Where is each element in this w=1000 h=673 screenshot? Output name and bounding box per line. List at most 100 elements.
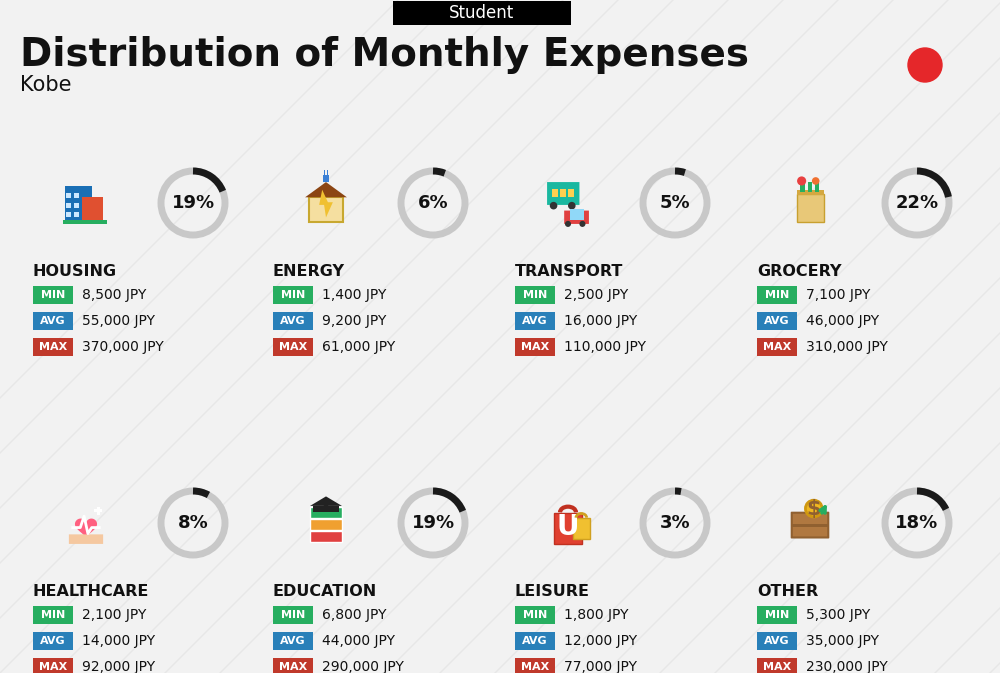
Text: U: U [557, 513, 579, 541]
Text: MAX: MAX [521, 662, 549, 672]
Text: TRANSPORT: TRANSPORT [515, 264, 623, 279]
Text: 61,000 JPY: 61,000 JPY [322, 340, 395, 354]
FancyBboxPatch shape [63, 221, 107, 224]
FancyBboxPatch shape [310, 532, 342, 542]
Text: MIN: MIN [765, 610, 789, 620]
Text: AVG: AVG [280, 316, 306, 326]
FancyBboxPatch shape [797, 194, 824, 222]
Text: 2,100 JPY: 2,100 JPY [82, 608, 146, 622]
Text: 92,000 JPY: 92,000 JPY [82, 660, 155, 673]
Text: $: $ [807, 499, 821, 519]
Circle shape [568, 202, 576, 209]
Text: MIN: MIN [765, 290, 789, 300]
FancyBboxPatch shape [273, 286, 313, 304]
FancyBboxPatch shape [323, 174, 329, 182]
Text: 370,000 JPY: 370,000 JPY [82, 340, 164, 354]
Text: MIN: MIN [41, 610, 65, 620]
Text: 12,000 JPY: 12,000 JPY [564, 634, 637, 648]
Text: MIN: MIN [523, 290, 547, 300]
Text: 230,000 JPY: 230,000 JPY [806, 660, 888, 673]
Text: MIN: MIN [281, 290, 305, 300]
Text: AVG: AVG [280, 636, 306, 646]
FancyBboxPatch shape [66, 203, 71, 207]
FancyBboxPatch shape [547, 182, 579, 205]
Text: Distribution of Monthly Expenses: Distribution of Monthly Expenses [20, 36, 749, 74]
FancyBboxPatch shape [554, 513, 582, 544]
FancyBboxPatch shape [800, 182, 805, 192]
Text: MAX: MAX [279, 342, 307, 352]
Text: MAX: MAX [763, 662, 791, 672]
Text: 5%: 5% [660, 194, 690, 212]
FancyBboxPatch shape [309, 197, 343, 222]
FancyBboxPatch shape [273, 338, 313, 356]
Circle shape [324, 503, 328, 508]
FancyBboxPatch shape [570, 209, 584, 220]
Circle shape [812, 177, 820, 185]
Text: 35,000 JPY: 35,000 JPY [806, 634, 879, 648]
FancyBboxPatch shape [792, 524, 828, 527]
Text: OTHER: OTHER [757, 583, 818, 598]
Text: AVG: AVG [764, 316, 790, 326]
Text: 9,200 JPY: 9,200 JPY [322, 314, 386, 328]
Text: 16,000 JPY: 16,000 JPY [564, 314, 637, 328]
FancyBboxPatch shape [757, 658, 797, 673]
FancyBboxPatch shape [815, 182, 819, 192]
Circle shape [797, 176, 806, 186]
Text: 1,800 JPY: 1,800 JPY [564, 608, 629, 622]
Text: MAX: MAX [39, 662, 67, 672]
Text: 6,800 JPY: 6,800 JPY [322, 608, 386, 622]
Text: MAX: MAX [521, 342, 549, 352]
FancyBboxPatch shape [757, 286, 797, 304]
Polygon shape [310, 497, 342, 506]
FancyBboxPatch shape [797, 190, 824, 195]
Text: 55,000 JPY: 55,000 JPY [82, 314, 155, 328]
Text: MAX: MAX [39, 342, 67, 352]
FancyBboxPatch shape [313, 506, 339, 511]
Text: 19%: 19% [171, 194, 215, 212]
FancyBboxPatch shape [66, 212, 71, 217]
FancyBboxPatch shape [33, 286, 73, 304]
FancyBboxPatch shape [515, 606, 555, 624]
FancyBboxPatch shape [757, 312, 797, 330]
FancyBboxPatch shape [573, 518, 590, 539]
Text: MAX: MAX [279, 662, 307, 672]
FancyBboxPatch shape [33, 312, 73, 330]
Polygon shape [305, 182, 347, 197]
Circle shape [579, 221, 585, 227]
Text: EDUCATION: EDUCATION [273, 583, 377, 598]
FancyBboxPatch shape [552, 189, 558, 197]
Circle shape [908, 48, 942, 82]
FancyBboxPatch shape [94, 509, 102, 512]
Text: 7,100 JPY: 7,100 JPY [806, 288, 870, 302]
FancyBboxPatch shape [757, 632, 797, 650]
Circle shape [550, 202, 557, 209]
Text: MAX: MAX [763, 342, 791, 352]
FancyBboxPatch shape [564, 211, 589, 224]
FancyBboxPatch shape [74, 193, 79, 198]
Text: AVG: AVG [522, 636, 548, 646]
Text: MIN: MIN [281, 610, 305, 620]
Text: 44,000 JPY: 44,000 JPY [322, 634, 395, 648]
FancyBboxPatch shape [568, 189, 574, 197]
FancyBboxPatch shape [65, 186, 92, 222]
Text: 46,000 JPY: 46,000 JPY [806, 314, 879, 328]
Text: Kobe: Kobe [20, 75, 72, 95]
Text: AVG: AVG [40, 316, 66, 326]
FancyBboxPatch shape [74, 203, 79, 207]
Polygon shape [319, 190, 333, 217]
FancyBboxPatch shape [310, 519, 342, 530]
FancyBboxPatch shape [310, 507, 342, 518]
FancyBboxPatch shape [393, 1, 571, 25]
Text: 19%: 19% [411, 514, 455, 532]
FancyBboxPatch shape [33, 606, 73, 624]
Text: 1,400 JPY: 1,400 JPY [322, 288, 386, 302]
Text: 6%: 6% [418, 194, 448, 212]
Text: 22%: 22% [895, 194, 939, 212]
Text: HEALTHCARE: HEALTHCARE [33, 583, 149, 598]
Text: AVG: AVG [40, 636, 66, 646]
Text: 14,000 JPY: 14,000 JPY [82, 634, 155, 648]
FancyBboxPatch shape [327, 170, 328, 174]
Text: Student: Student [449, 4, 515, 22]
FancyBboxPatch shape [74, 212, 79, 217]
Text: 3%: 3% [660, 514, 690, 532]
